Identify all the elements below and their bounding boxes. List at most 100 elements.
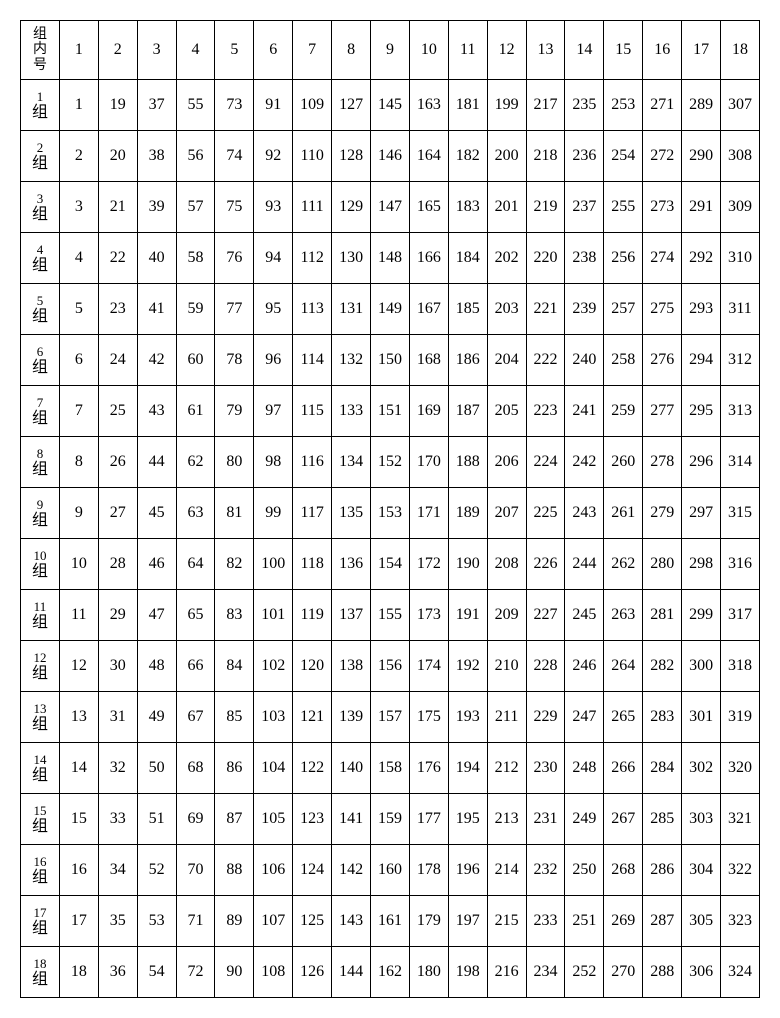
table-cell: 49	[137, 692, 176, 743]
table-row: 3组32139577593111129147165183201219237255…	[21, 182, 760, 233]
table-cell: 252	[565, 947, 604, 998]
column-header: 10	[409, 21, 448, 80]
table-cell: 97	[254, 386, 293, 437]
table-cell: 32	[98, 743, 137, 794]
table-cell: 207	[487, 488, 526, 539]
table-cell: 271	[643, 80, 682, 131]
table-cell: 1	[59, 80, 98, 131]
row-header: 16组	[21, 845, 60, 896]
table-cell: 99	[254, 488, 293, 539]
table-cell: 114	[293, 335, 332, 386]
table-cell: 20	[98, 131, 137, 182]
table-cell: 33	[98, 794, 137, 845]
table-row: 1组11937557391109127145163181199217235253…	[21, 80, 760, 131]
table-cell: 76	[215, 233, 254, 284]
table-cell: 41	[137, 284, 176, 335]
table-cell: 13	[59, 692, 98, 743]
row-number: 4	[21, 243, 59, 256]
table-row: 11组1129476583101119137155173191209227245…	[21, 590, 760, 641]
table-row: 14组1432506886104122140158176194212230248…	[21, 743, 760, 794]
row-header: 2组	[21, 131, 60, 182]
table-cell: 258	[604, 335, 643, 386]
row-suffix: 组	[21, 360, 59, 376]
table-cell: 145	[371, 80, 410, 131]
table-cell: 81	[215, 488, 254, 539]
table-cell: 11	[59, 590, 98, 641]
table-cell: 191	[448, 590, 487, 641]
table-cell: 227	[526, 590, 565, 641]
table-cell: 165	[409, 182, 448, 233]
table-cell: 280	[643, 539, 682, 590]
table-cell: 283	[643, 692, 682, 743]
table-cell: 29	[98, 590, 137, 641]
column-header: 11	[448, 21, 487, 80]
row-number: 5	[21, 294, 59, 307]
row-header: 9组	[21, 488, 60, 539]
row-suffix: 组	[21, 666, 59, 682]
column-header: 2	[98, 21, 137, 80]
table-cell: 70	[176, 845, 215, 896]
table-cell: 4	[59, 233, 98, 284]
table-cell: 295	[682, 386, 721, 437]
table-cell: 5	[59, 284, 98, 335]
table-cell: 233	[526, 896, 565, 947]
table-cell: 218	[526, 131, 565, 182]
table-cell: 184	[448, 233, 487, 284]
table-cell: 7	[59, 386, 98, 437]
table-cell: 176	[409, 743, 448, 794]
row-suffix: 组	[21, 870, 59, 886]
table-cell: 2	[59, 131, 98, 182]
table-cell: 162	[371, 947, 410, 998]
table-cell: 154	[371, 539, 410, 590]
row-number: 3	[21, 192, 59, 205]
table-cell: 240	[565, 335, 604, 386]
table-cell: 130	[332, 233, 371, 284]
table-cell: 110	[293, 131, 332, 182]
table-cell: 124	[293, 845, 332, 896]
table-cell: 308	[721, 131, 760, 182]
row-header: 17组	[21, 896, 60, 947]
table-cell: 64	[176, 539, 215, 590]
table-cell: 286	[643, 845, 682, 896]
table-cell: 274	[643, 233, 682, 284]
table-cell: 193	[448, 692, 487, 743]
column-header: 18	[721, 21, 760, 80]
table-cell: 219	[526, 182, 565, 233]
table-cell: 276	[643, 335, 682, 386]
table-cell: 66	[176, 641, 215, 692]
table-cell: 14	[59, 743, 98, 794]
row-header: 7组	[21, 386, 60, 437]
table-cell: 21	[98, 182, 137, 233]
table-cell: 62	[176, 437, 215, 488]
table-cell: 51	[137, 794, 176, 845]
table-cell: 138	[332, 641, 371, 692]
table-cell: 275	[643, 284, 682, 335]
table-cell: 312	[721, 335, 760, 386]
table-cell: 112	[293, 233, 332, 284]
table-cell: 300	[682, 641, 721, 692]
table-cell: 48	[137, 641, 176, 692]
table-cell: 232	[526, 845, 565, 896]
table-cell: 30	[98, 641, 137, 692]
table-cell: 103	[254, 692, 293, 743]
row-number: 13	[21, 702, 59, 715]
table-cell: 301	[682, 692, 721, 743]
table-cell: 150	[371, 335, 410, 386]
table-cell: 157	[371, 692, 410, 743]
table-cell: 37	[137, 80, 176, 131]
row-suffix: 组	[21, 105, 59, 121]
table-row: 13组1331496785103121139157175193211229247…	[21, 692, 760, 743]
table-cell: 17	[59, 896, 98, 947]
column-header: 13	[526, 21, 565, 80]
table-cell: 47	[137, 590, 176, 641]
table-cell: 24	[98, 335, 137, 386]
table-cell: 178	[409, 845, 448, 896]
table-cell: 297	[682, 488, 721, 539]
table-cell: 161	[371, 896, 410, 947]
table-cell: 223	[526, 386, 565, 437]
table-cell: 71	[176, 896, 215, 947]
table-cell: 109	[293, 80, 332, 131]
table-cell: 324	[721, 947, 760, 998]
table-cell: 40	[137, 233, 176, 284]
table-cell: 221	[526, 284, 565, 335]
